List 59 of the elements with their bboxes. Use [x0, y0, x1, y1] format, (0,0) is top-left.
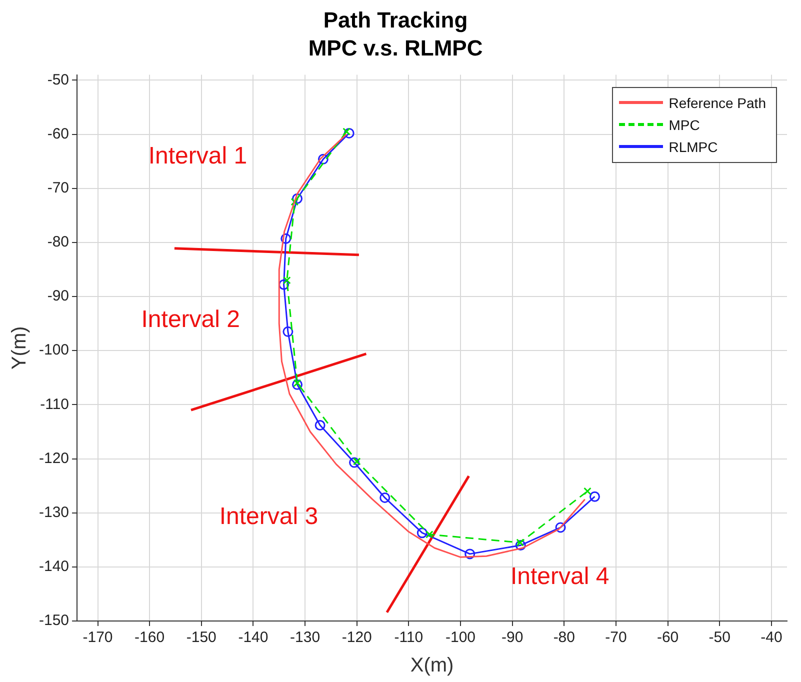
y-tick-label: -150: [38, 612, 70, 630]
point: [278, 279, 290, 290]
x-tick-label: -50: [708, 629, 730, 646]
x-tick-label: -60: [656, 629, 679, 646]
x-tick-label: -170: [82, 629, 113, 646]
x-tick-label: -110: [394, 629, 424, 646]
x-tick-label: -90: [501, 629, 524, 646]
point: [293, 379, 302, 387]
y-tick-label: -80: [47, 234, 70, 251]
point: [282, 326, 294, 337]
legend-label: MPC: [668, 116, 700, 133]
chart-subtitle: MPC v.s. RLMPC: [308, 36, 483, 61]
y-tick-label: -120: [38, 450, 70, 467]
point: [352, 458, 361, 466]
x-tick-label: -40: [760, 629, 782, 646]
point: [318, 154, 328, 164]
legend-label: RLMPC: [668, 138, 718, 155]
point: [425, 530, 434, 538]
point: [589, 491, 600, 502]
point: [280, 233, 292, 244]
point: [555, 522, 566, 533]
point: [380, 492, 390, 503]
y-tick-label: -130: [38, 504, 70, 521]
annotation: Interval 3: [219, 502, 318, 530]
y-tick-label: -100: [38, 342, 70, 359]
annotation: Interval 1: [148, 142, 248, 170]
y-tick-label: -90: [47, 288, 70, 305]
x-tick-label: -130: [290, 629, 320, 646]
point: [292, 193, 303, 204]
point: [282, 276, 291, 284]
point: [290, 198, 299, 206]
point: [342, 128, 350, 136]
point: [292, 379, 303, 390]
annotation: Interval 4: [510, 562, 610, 590]
x-tick-label: -140: [238, 629, 268, 646]
x-tick-label: -80: [553, 629, 576, 646]
legend-label: Reference Path: [668, 94, 766, 111]
point: [349, 457, 360, 468]
point: [416, 528, 428, 538]
x-axis-title: X(m): [410, 654, 454, 677]
x-tick-label: -120: [342, 629, 372, 646]
annotation: Interval 2: [141, 306, 240, 334]
x-tick-label: -70: [605, 629, 627, 646]
y-axis-title: Y(m): [8, 326, 31, 370]
x-tick-label: -150: [186, 629, 216, 646]
y-tick-label: -50: [47, 71, 70, 88]
point: [515, 540, 526, 551]
x-tick-label: -100: [446, 629, 476, 646]
y-tick-label: -140: [38, 558, 70, 576]
y-tick-label: -70: [47, 180, 70, 197]
point: [516, 538, 524, 547]
point: [314, 420, 326, 430]
point: [464, 548, 476, 560]
y-tick-label: -60: [47, 125, 70, 142]
y-tick-label: -110: [40, 396, 70, 413]
point: [584, 487, 592, 496]
point: [344, 128, 354, 138]
chart-title: Path Tracking: [323, 7, 468, 32]
x-tick-label: -160: [134, 629, 165, 646]
